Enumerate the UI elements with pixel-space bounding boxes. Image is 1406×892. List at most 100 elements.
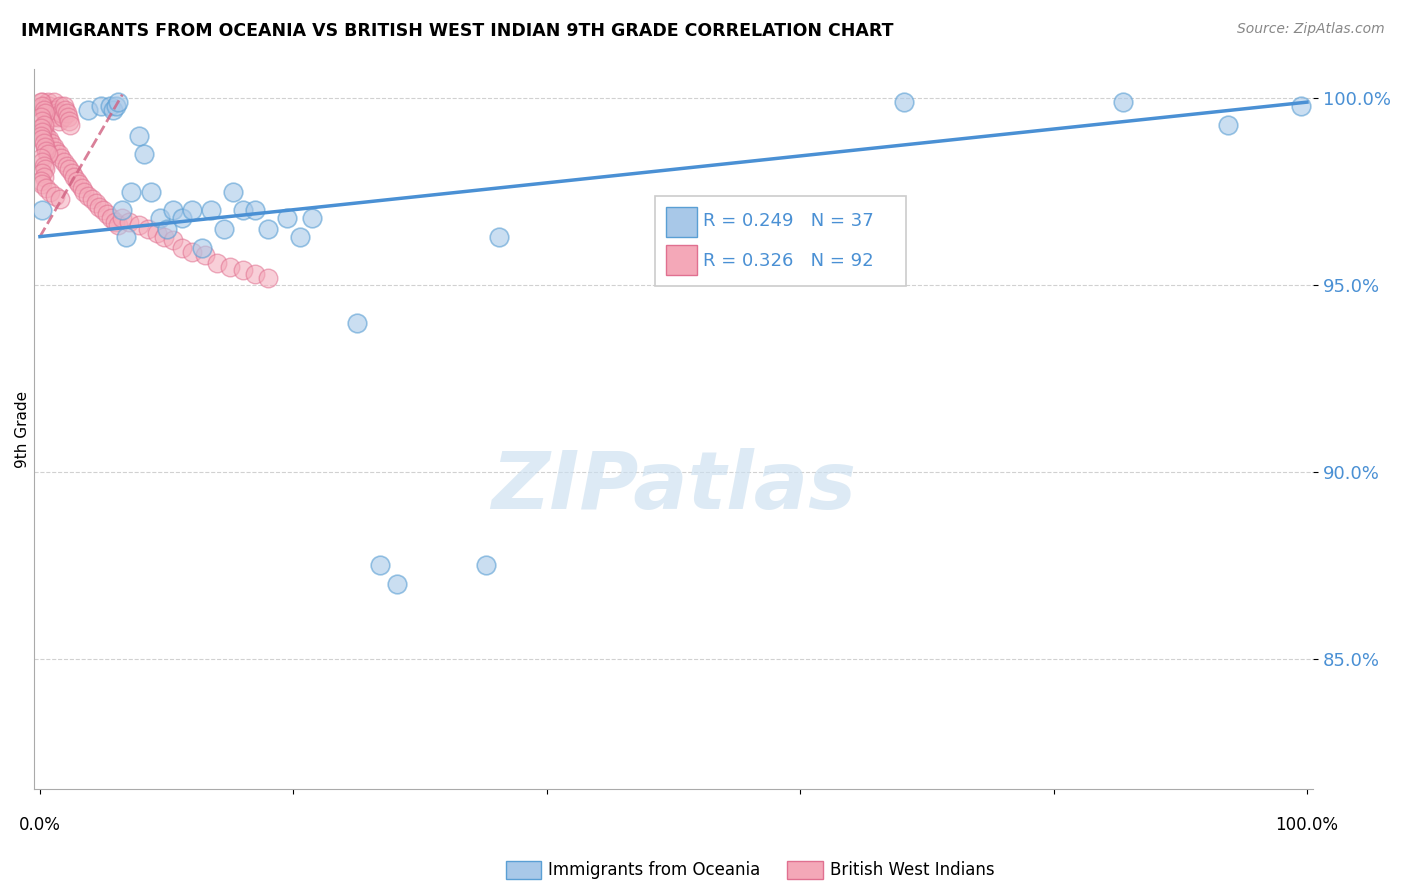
Point — [91, 203, 114, 218]
Point — [100, 211, 122, 225]
Point — [32, 118, 55, 132]
Point — [30, 173, 52, 187]
Point — [42, 140, 65, 154]
Point — [181, 203, 204, 218]
Point — [32, 159, 55, 173]
Point — [48, 147, 70, 161]
Point — [45, 106, 67, 120]
Point — [39, 103, 62, 117]
Point — [37, 95, 59, 110]
Point — [34, 140, 56, 154]
Point — [34, 103, 56, 117]
Point — [51, 106, 73, 120]
Point — [200, 203, 222, 218]
Point — [181, 244, 204, 259]
Point — [31, 95, 53, 110]
Point — [893, 95, 915, 110]
Point — [111, 203, 134, 218]
Point — [368, 558, 391, 573]
Point — [44, 188, 66, 202]
Text: ZIPatlas: ZIPatlas — [491, 448, 856, 525]
Point — [35, 106, 58, 120]
Point — [31, 121, 53, 136]
Text: 0.0%: 0.0% — [20, 815, 60, 834]
Point — [32, 136, 55, 151]
Point — [31, 113, 53, 128]
Point — [53, 99, 76, 113]
Text: Source: ZipAtlas.com: Source: ZipAtlas.com — [1237, 22, 1385, 37]
Point — [38, 132, 60, 146]
Point — [245, 203, 267, 218]
Point — [301, 211, 323, 225]
Point — [170, 211, 193, 225]
Point — [89, 200, 111, 214]
Y-axis label: 9th Grade: 9th Grade — [15, 391, 30, 467]
Point — [103, 103, 125, 117]
Point — [104, 99, 127, 113]
Point — [32, 99, 55, 113]
Point — [221, 185, 243, 199]
Point — [41, 136, 63, 151]
Point — [288, 229, 311, 244]
Point — [31, 99, 53, 113]
Point — [162, 233, 184, 247]
Point — [32, 169, 55, 184]
Point — [67, 178, 90, 192]
Point — [58, 162, 80, 177]
Point — [55, 159, 77, 173]
Point — [117, 215, 139, 229]
Point — [30, 128, 52, 143]
Point — [55, 106, 77, 120]
Point — [156, 222, 179, 236]
Point — [44, 103, 66, 117]
Point — [107, 219, 129, 233]
Point — [51, 151, 73, 165]
Point — [120, 185, 142, 199]
Point — [346, 316, 368, 330]
Point — [66, 173, 89, 187]
Point — [488, 229, 510, 244]
Point — [32, 103, 55, 117]
Point — [31, 125, 53, 139]
Point — [257, 222, 280, 236]
Point — [128, 219, 150, 233]
Point — [191, 241, 214, 255]
Point — [257, 270, 280, 285]
Text: 100.0%: 100.0% — [1275, 815, 1339, 834]
Point — [132, 147, 155, 161]
Point — [30, 110, 52, 124]
Point — [48, 113, 70, 128]
Point — [39, 185, 62, 199]
Point — [207, 256, 229, 270]
Point — [136, 222, 159, 236]
Point — [84, 196, 107, 211]
Point — [45, 144, 67, 158]
Point — [38, 99, 60, 113]
Point — [35, 144, 58, 158]
Point — [475, 558, 498, 573]
Point — [30, 95, 52, 110]
Point — [46, 110, 69, 124]
Point — [107, 95, 129, 110]
Point — [387, 577, 409, 591]
Point — [49, 192, 72, 206]
Point — [41, 110, 63, 124]
Point — [41, 106, 63, 120]
Point — [194, 248, 217, 262]
Point — [42, 95, 65, 110]
Text: British West Indians: British West Indians — [830, 861, 994, 879]
Point — [52, 110, 75, 124]
Point — [59, 118, 82, 132]
Point — [1218, 118, 1240, 132]
Point — [90, 99, 112, 113]
Point — [98, 99, 121, 113]
Point — [104, 215, 127, 229]
Point — [115, 229, 138, 244]
Point — [145, 226, 167, 240]
Point — [77, 188, 100, 202]
Text: R = 0.326   N = 92: R = 0.326 N = 92 — [703, 252, 873, 269]
Point — [80, 192, 103, 206]
Text: R = 0.249   N = 37: R = 0.249 N = 37 — [703, 212, 873, 230]
Point — [34, 106, 56, 120]
Point — [30, 151, 52, 165]
